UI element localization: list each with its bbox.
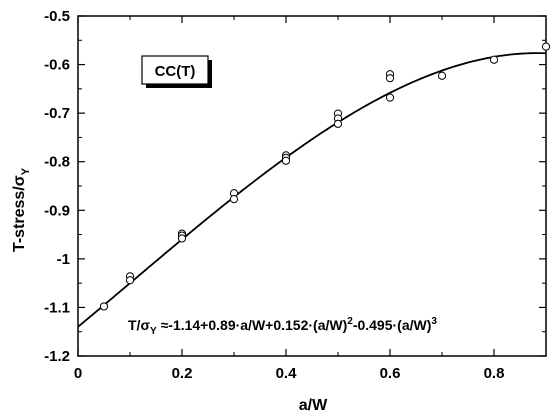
- y-tick-label: -1.2: [44, 348, 70, 365]
- data-point: [437, 71, 447, 80]
- data-point: [489, 55, 499, 64]
- data-point: [333, 119, 343, 128]
- data-point: [177, 234, 187, 243]
- fit-equation: T/σY ≈-1.14+0.89·a/W+0.152·(a/W)2-0.495·…: [128, 316, 437, 337]
- data-point: [125, 276, 135, 285]
- x-tick-label: 0.2: [172, 365, 193, 382]
- fit-lhs: T/σ: [128, 317, 150, 333]
- fit-lhs-sub: Y: [150, 326, 157, 337]
- specimen-label-box: CC(T): [141, 55, 212, 88]
- y-axis-label-main: T-stress/σ: [11, 175, 28, 252]
- y-axis-label-sub: Y: [20, 167, 32, 175]
- x-tick-label: 0: [74, 365, 82, 382]
- y-axis-label: T-stress/σY: [11, 167, 32, 252]
- x-axis-label: a/W: [299, 397, 328, 414]
- data-point: [99, 302, 109, 311]
- y-tick-label: -0.7: [44, 105, 70, 122]
- y-tick-label: -0.8: [44, 154, 70, 171]
- data-point: [281, 156, 291, 165]
- specimen-label: CC(T): [155, 63, 196, 80]
- axis-ticks: 0 0.2 0.4 0.6 0.8 -1.2 -1.1 -1 -0.9 -0.8 -0.7 -0.6 -…: [44, 8, 547, 382]
- fit-sup1: 2: [347, 316, 353, 327]
- x-tick-label: 0.8: [484, 365, 505, 382]
- specimen-box: [141, 55, 209, 85]
- data-point: [385, 74, 395, 83]
- fit-curve: [77, 52, 547, 328]
- fit-sup2: 3: [431, 316, 437, 327]
- data-point: [541, 42, 550, 51]
- fit-mid: -0.495·(a/W): [353, 317, 432, 333]
- y-tick-label: -1: [57, 251, 70, 268]
- y-tick-label: -0.9: [44, 202, 70, 219]
- data-points: [99, 42, 550, 311]
- data-point: [229, 195, 239, 204]
- fit-curve-group: [77, 52, 547, 328]
- x-tick-label: 0.4: [276, 365, 298, 382]
- y-tick-label: -0.6: [44, 57, 70, 74]
- y-tick-label: -1.1: [44, 299, 70, 316]
- data-point: [385, 93, 395, 102]
- x-tick-label: 0.6: [380, 365, 401, 382]
- fit-rel: ≈-1.14+0.89·a/W+0.152·(a/W): [157, 317, 348, 333]
- y-tick-label: -0.5: [44, 8, 70, 25]
